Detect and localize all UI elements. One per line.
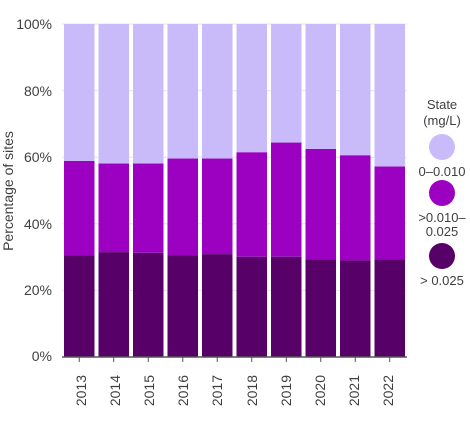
bar-segment bbox=[374, 166, 405, 260]
bar-segment bbox=[305, 259, 336, 357]
y-axis: 0% 20% 40% 60% 80% 100% bbox=[16, 16, 52, 364]
x-tick-label: 2018 bbox=[244, 375, 260, 406]
x-tick-label: 2016 bbox=[175, 375, 191, 406]
x-tick-label: 2015 bbox=[141, 375, 157, 406]
bar-segment bbox=[167, 255, 198, 357]
bar-segment bbox=[340, 260, 371, 357]
bar-segment bbox=[133, 163, 164, 253]
x-tick-label: 2013 bbox=[73, 375, 89, 406]
bar-segment bbox=[271, 256, 302, 357]
x-tick-label: 2022 bbox=[380, 375, 396, 406]
bar-segment bbox=[340, 155, 371, 261]
bar-segment bbox=[133, 24, 164, 164]
x-tick-label: 2017 bbox=[209, 375, 225, 406]
legend-swatch bbox=[429, 180, 455, 206]
y-tick-label: 80% bbox=[24, 83, 52, 99]
bar-segment bbox=[167, 24, 198, 159]
bar-segment bbox=[202, 24, 233, 159]
bar-segment bbox=[374, 259, 405, 357]
bar-segment bbox=[236, 24, 267, 153]
bar-segment bbox=[98, 163, 129, 253]
x-tick-label: 2019 bbox=[278, 375, 294, 406]
bar-segment bbox=[64, 160, 95, 256]
legend-label: 0–0.010 bbox=[419, 164, 466, 179]
x-tick-label: 2014 bbox=[107, 375, 123, 406]
bar-segment bbox=[64, 255, 95, 357]
y-tick-label: 20% bbox=[24, 282, 52, 298]
bar-segment bbox=[202, 254, 233, 357]
legend: State (mg/L) 0–0.010 >0.010– 0.025 > 0.0… bbox=[418, 97, 466, 288]
bar-segment bbox=[305, 148, 336, 260]
legend-label-continuation: 0.025 bbox=[426, 224, 459, 239]
x-axis: 2013 2014 2015 2016 2017 2018 2019 2020 … bbox=[73, 375, 396, 406]
bar-segment bbox=[133, 252, 164, 357]
bar-segment bbox=[236, 256, 267, 357]
legend-swatch bbox=[429, 243, 455, 269]
bar-segment bbox=[236, 152, 267, 257]
bar-segment bbox=[271, 142, 302, 257]
legend-title: State bbox=[427, 97, 457, 112]
bar-segment bbox=[167, 158, 198, 256]
bar-segment bbox=[271, 24, 302, 143]
bar-segment bbox=[340, 24, 371, 156]
y-tick-label: 60% bbox=[24, 149, 52, 165]
bar-segment bbox=[64, 24, 95, 161]
bar-segment bbox=[374, 24, 405, 167]
y-axis-title: Percentage of sites bbox=[0, 131, 16, 251]
x-tick-label: 2020 bbox=[312, 375, 328, 406]
legend-label: >0.010– bbox=[418, 210, 466, 225]
legend-label: > 0.025 bbox=[420, 273, 464, 288]
bars bbox=[62, 24, 407, 362]
bar-segment bbox=[98, 252, 129, 357]
bar-segment bbox=[202, 158, 233, 255]
legend-swatch bbox=[429, 134, 455, 160]
bar-segment bbox=[98, 24, 129, 164]
y-tick-label: 40% bbox=[24, 216, 52, 232]
y-tick-label: 100% bbox=[16, 16, 52, 32]
y-tick-label: 0% bbox=[32, 348, 52, 364]
bar-segment bbox=[305, 24, 336, 149]
legend-title-unit: (mg/L) bbox=[423, 113, 461, 128]
x-tick-label: 2021 bbox=[346, 375, 362, 406]
